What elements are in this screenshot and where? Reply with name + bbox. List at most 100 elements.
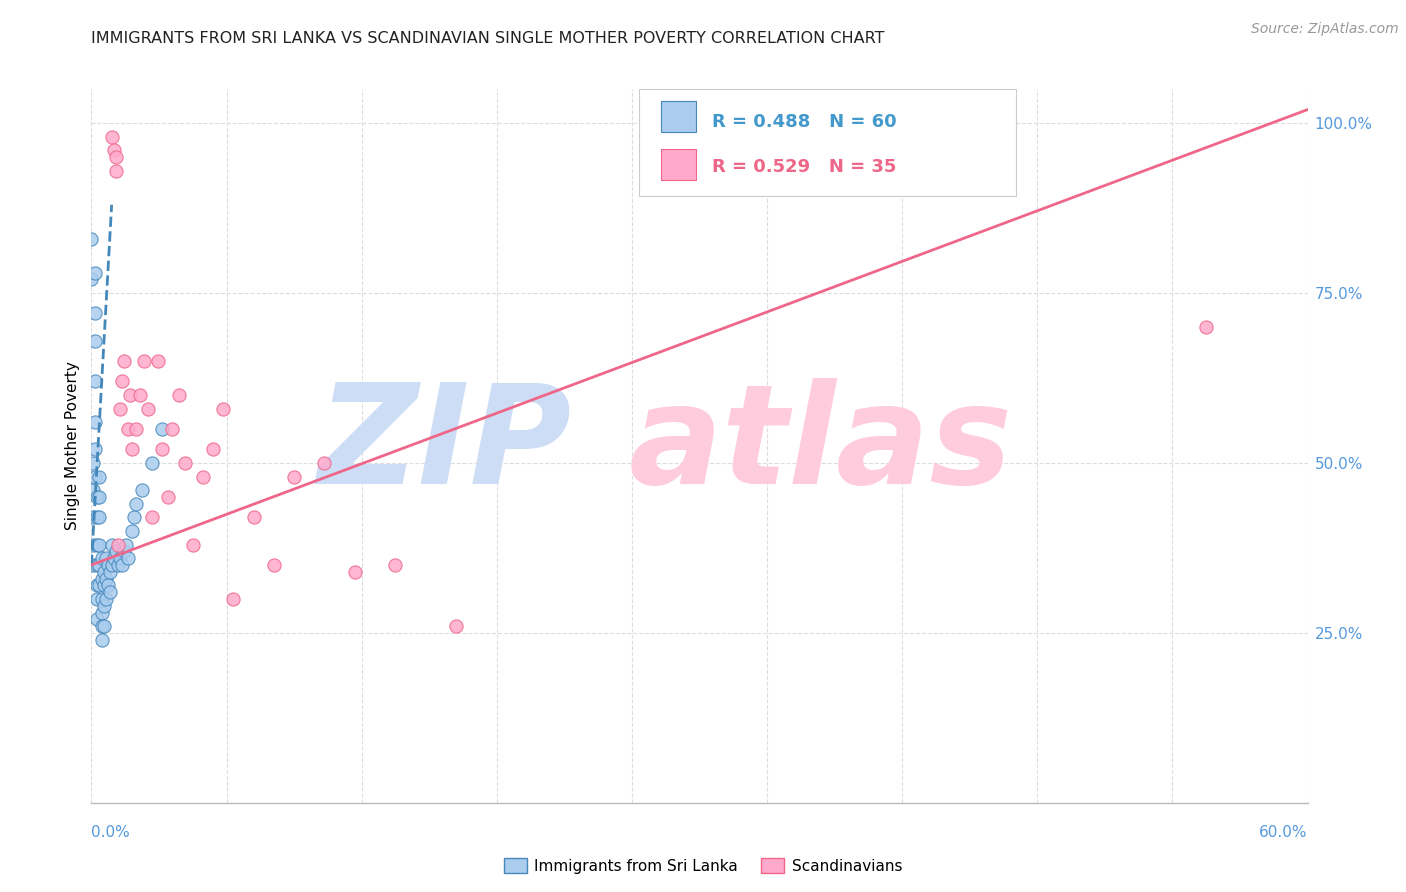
Point bbox=[112, 354, 135, 368]
Point bbox=[84, 415, 107, 429]
Point bbox=[108, 551, 131, 566]
Y-axis label: Single Mother Poverty: Single Mother Poverty bbox=[65, 361, 80, 531]
Point bbox=[314, 456, 336, 470]
Point bbox=[93, 578, 115, 592]
Point bbox=[82, 537, 104, 551]
Point bbox=[108, 401, 131, 416]
Point bbox=[84, 266, 107, 280]
Point bbox=[89, 510, 111, 524]
Text: R = 0.488   N = 60: R = 0.488 N = 60 bbox=[711, 112, 896, 131]
Point bbox=[84, 334, 107, 348]
Point bbox=[150, 442, 173, 457]
Point bbox=[111, 375, 134, 389]
Point bbox=[100, 537, 122, 551]
Point bbox=[94, 551, 117, 566]
Point bbox=[84, 469, 107, 483]
Point bbox=[121, 524, 143, 538]
Point bbox=[107, 558, 129, 572]
Point bbox=[202, 442, 225, 457]
Point bbox=[82, 558, 104, 572]
Point bbox=[117, 551, 139, 566]
Point bbox=[80, 272, 103, 286]
Point bbox=[242, 510, 264, 524]
Point bbox=[343, 565, 366, 579]
Point bbox=[90, 619, 112, 633]
Point bbox=[89, 469, 111, 483]
Point bbox=[90, 591, 112, 606]
Point bbox=[82, 483, 104, 498]
Point bbox=[222, 591, 245, 606]
Point bbox=[283, 469, 305, 483]
Point bbox=[86, 591, 108, 606]
Point bbox=[117, 422, 139, 436]
Point bbox=[125, 497, 148, 511]
Point bbox=[162, 422, 184, 436]
Text: ZIP: ZIP bbox=[318, 378, 572, 514]
Point bbox=[1195, 320, 1218, 334]
Text: 60.0%: 60.0% bbox=[1260, 825, 1308, 839]
Point bbox=[93, 565, 115, 579]
Point bbox=[132, 354, 155, 368]
Point bbox=[90, 572, 112, 586]
Point bbox=[84, 442, 107, 457]
Point bbox=[90, 551, 112, 566]
Point bbox=[104, 163, 127, 178]
Point bbox=[136, 401, 159, 416]
Point bbox=[212, 401, 235, 416]
Point bbox=[100, 558, 122, 572]
Point bbox=[103, 551, 125, 566]
Point bbox=[84, 306, 107, 320]
Point bbox=[84, 375, 107, 389]
Point bbox=[90, 632, 112, 647]
Point bbox=[141, 456, 163, 470]
Point bbox=[263, 558, 285, 572]
Point bbox=[89, 490, 111, 504]
Point bbox=[86, 490, 108, 504]
Point bbox=[125, 422, 148, 436]
Point bbox=[157, 490, 180, 504]
Legend: Immigrants from Sri Lanka, Scandinavians: Immigrants from Sri Lanka, Scandinavians bbox=[498, 852, 908, 880]
Point bbox=[86, 510, 108, 524]
Point bbox=[98, 585, 121, 599]
Point bbox=[131, 483, 153, 498]
Point bbox=[89, 578, 111, 592]
FancyBboxPatch shape bbox=[638, 89, 1015, 196]
Point bbox=[80, 232, 103, 246]
Point bbox=[82, 456, 104, 470]
Point bbox=[82, 510, 104, 524]
Point bbox=[150, 422, 173, 436]
Point bbox=[148, 354, 170, 368]
Text: R = 0.529   N = 35: R = 0.529 N = 35 bbox=[711, 158, 896, 176]
Point bbox=[181, 537, 204, 551]
Point bbox=[97, 558, 120, 572]
Point bbox=[122, 510, 145, 524]
Point bbox=[89, 537, 111, 551]
Point bbox=[104, 544, 127, 558]
Point bbox=[173, 456, 195, 470]
Point bbox=[100, 129, 122, 144]
Point bbox=[86, 578, 108, 592]
Point bbox=[104, 150, 127, 164]
Point bbox=[112, 544, 135, 558]
Point bbox=[167, 388, 190, 402]
Point bbox=[121, 442, 143, 457]
Point bbox=[86, 612, 108, 626]
Point bbox=[93, 619, 115, 633]
Point bbox=[107, 537, 129, 551]
Point bbox=[89, 558, 111, 572]
Point bbox=[94, 591, 117, 606]
Point bbox=[384, 558, 406, 572]
Point bbox=[115, 537, 138, 551]
Point bbox=[444, 619, 467, 633]
FancyBboxPatch shape bbox=[661, 149, 696, 180]
Point bbox=[129, 388, 152, 402]
Text: 0.0%: 0.0% bbox=[91, 825, 131, 839]
Point bbox=[90, 606, 112, 620]
Point bbox=[94, 572, 117, 586]
Point bbox=[103, 144, 125, 158]
Text: Source: ZipAtlas.com: Source: ZipAtlas.com bbox=[1251, 22, 1399, 37]
Point bbox=[191, 469, 214, 483]
Point bbox=[97, 578, 120, 592]
Text: IMMIGRANTS FROM SRI LANKA VS SCANDINAVIAN SINGLE MOTHER POVERTY CORRELATION CHAR: IMMIGRANTS FROM SRI LANKA VS SCANDINAVIA… bbox=[91, 31, 884, 46]
FancyBboxPatch shape bbox=[661, 101, 696, 132]
